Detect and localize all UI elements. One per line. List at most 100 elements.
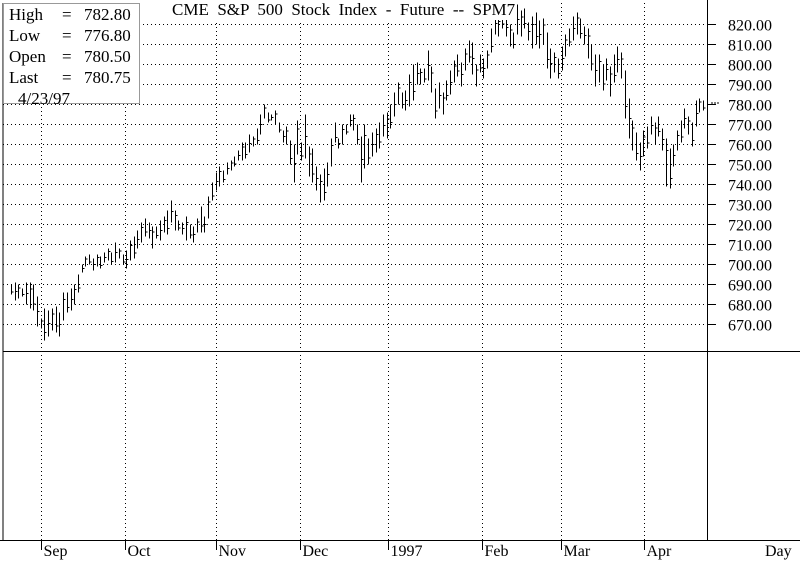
price-bar: [483, 58, 486, 79]
price-bar: [353, 114, 356, 131]
price-bar: [212, 182, 215, 201]
price-bar: [63, 292, 66, 321]
grid-lines: [3, 3, 707, 540]
price-bar: [242, 142, 245, 161]
high-label: High: [9, 5, 43, 24]
price-bar: [506, 18, 509, 37]
price-bar: [30, 282, 33, 309]
price-bar: [238, 150, 241, 161]
price-bar: [457, 54, 460, 77]
price-bar: [632, 120, 635, 151]
x-tick-label: Sep: [44, 543, 68, 560]
price-bars: [11, 4, 706, 341]
price-bar: [268, 112, 271, 123]
price-bar: [141, 222, 144, 243]
low-label: Low: [9, 26, 41, 45]
price-bar: [565, 34, 568, 57]
price-bar: [547, 32, 550, 69]
price-bar: [361, 136, 364, 183]
price-bar: [227, 162, 230, 175]
price-bar: [480, 54, 483, 73]
price-bar: [532, 16, 535, 49]
price-bar: [97, 254, 100, 267]
price-bar: [316, 166, 319, 191]
price-bar: [562, 46, 565, 71]
price-bar: [149, 222, 152, 239]
price-bar: [454, 60, 457, 83]
price-bar: [257, 128, 260, 145]
price-bar: [145, 218, 148, 237]
price-bar: [610, 66, 613, 97]
price-bar: [152, 226, 155, 249]
price-bar: [186, 216, 189, 241]
price-bar: [167, 210, 170, 235]
price-bar: [290, 140, 293, 165]
price-bar: [108, 248, 111, 261]
price-bar: [390, 104, 393, 129]
y-tick-label: 740.00: [728, 178, 772, 195]
price-bar: [673, 144, 676, 167]
price-bar: [37, 296, 40, 327]
price-bar: [603, 64, 606, 91]
price-bar: [636, 132, 639, 161]
price-bar: [703, 100, 706, 111]
price-bar: [286, 126, 289, 145]
price-bar: [580, 18, 583, 39]
price-bar: [558, 58, 561, 79]
price-bar: [543, 18, 546, 45]
price-bar: [350, 114, 353, 127]
high-row: High = 782.80: [9, 5, 131, 24]
price-bar: [491, 28, 494, 53]
chart-title: CME S&P 500 Stock Index - Future -- SPM7: [170, 0, 518, 20]
y-tick-label: 810.00: [728, 38, 772, 55]
last-label: Last: [9, 68, 39, 87]
price-bar: [89, 254, 92, 265]
high-value: 782.80: [84, 5, 131, 24]
price-bar: [405, 90, 408, 111]
price-bar: [171, 200, 174, 223]
price-bar: [614, 54, 617, 83]
price-bar: [688, 116, 691, 135]
price-bar: [11, 284, 14, 295]
x-axis-ticks: Sep Oct Nov Dec 1997 Feb Mar Apr Day: [41, 540, 792, 560]
price-bar: [342, 124, 345, 145]
price-bar: [524, 8, 527, 29]
low-row: Low = 776.80: [9, 26, 131, 45]
y-tick-label: 780.00: [728, 98, 772, 115]
price-bar: [104, 252, 107, 263]
price-bar: [383, 114, 386, 137]
price-bar: [670, 148, 673, 189]
low-value: 776.80: [84, 26, 131, 45]
price-bar: [219, 166, 222, 187]
price-bar: [681, 120, 684, 143]
price-bar: [52, 308, 55, 331]
x-axis-label: Day: [765, 543, 792, 560]
x-tick-label: Feb: [485, 543, 509, 560]
price-bar: [413, 64, 416, 101]
price-bar: [137, 230, 140, 249]
price-bar: [297, 120, 300, 155]
price-bar: [245, 142, 248, 159]
price-bar: [335, 122, 338, 143]
price-bar: [15, 282, 18, 301]
price-bar: [699, 98, 702, 113]
x-tick-label: Nov: [219, 543, 247, 560]
price-bar: [417, 62, 420, 85]
y-tick-label: 800.00: [728, 58, 772, 75]
y-tick-label: 770.00: [728, 118, 772, 135]
price-bar: [368, 138, 371, 165]
price-bar: [573, 16, 576, 41]
price-bar: [684, 108, 687, 129]
open-label: Open: [9, 47, 46, 66]
open-row: Open = 780.50: [9, 47, 131, 66]
price-bar: [33, 284, 36, 311]
price-bar: [643, 130, 646, 157]
price-bar: [476, 64, 479, 87]
price-bar: [85, 256, 88, 267]
price-bar: [692, 122, 695, 147]
price-bar: [41, 318, 44, 329]
price-bar: [301, 142, 304, 161]
price-bar: [119, 248, 122, 259]
price-bar: [82, 264, 85, 273]
price-bar: [18, 284, 21, 299]
